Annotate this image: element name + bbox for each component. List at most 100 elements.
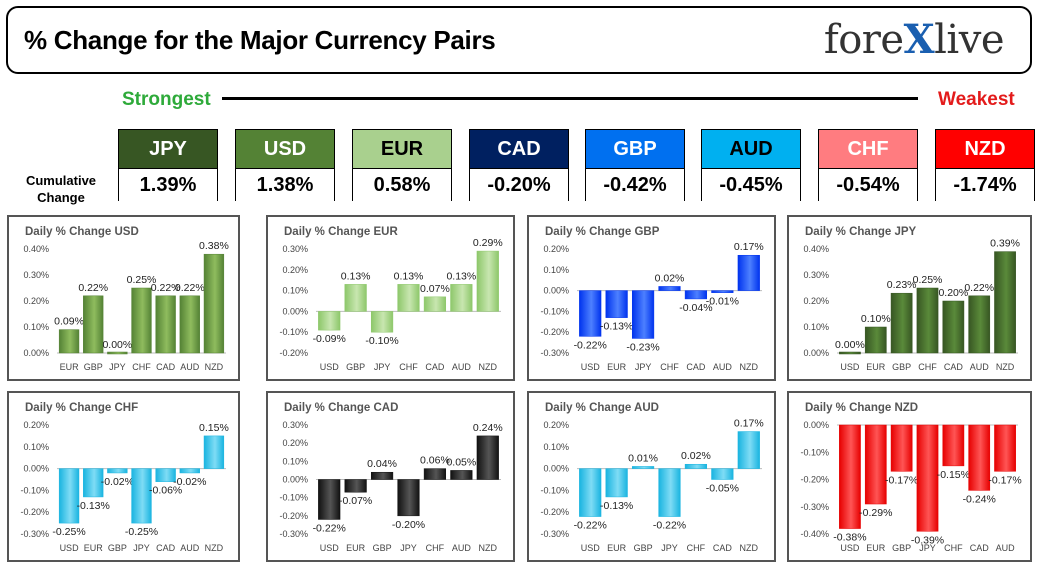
x-tick-label: AUD	[452, 362, 472, 372]
chart-svg: Daily % Change GBP -0.30% -0.20% -0.10% 0.00…	[540, 226, 763, 372]
currency-code: JPY	[119, 130, 217, 169]
x-tick-label: NZD	[479, 543, 498, 553]
currency-cumulative-value: -0.54%	[819, 169, 917, 202]
bar-usd	[839, 351, 861, 355]
data-label: 0.25%	[127, 274, 157, 286]
data-label: -0.02%	[173, 476, 206, 488]
bar-aud	[711, 290, 734, 293]
x-tick-label: EUR	[346, 543, 366, 553]
bar-eur	[605, 468, 628, 498]
data-label: -0.20%	[392, 519, 425, 531]
chart-nzd: Daily % Change NZD -0.40% -0.30% -0.20% -0.1…	[787, 391, 1032, 562]
y-tick-label: -0.40%	[800, 529, 829, 539]
bar-aud	[968, 295, 991, 354]
bar-nzd	[203, 253, 225, 354]
data-label: -0.01%	[706, 296, 739, 308]
currency-cumulative-value: 1.39%	[119, 169, 217, 202]
bar-usd	[579, 468, 602, 517]
data-label: 0.00%	[102, 339, 132, 351]
currency-code: GBP	[586, 130, 684, 169]
x-tick-label: CAD	[970, 543, 990, 553]
bar-nzd	[476, 435, 499, 480]
x-tick-label: JPY	[919, 543, 936, 553]
bar-cad	[423, 296, 447, 312]
x-tick-label: EUR	[866, 543, 886, 553]
x-tick-label: CHF	[426, 543, 445, 553]
x-tick-label: JPY	[133, 543, 150, 553]
y-tick-label: 0.20%	[803, 296, 829, 306]
data-label: -0.39%	[911, 534, 944, 546]
x-tick-label: NZD	[205, 543, 224, 553]
y-tick-label: 0.30%	[282, 420, 308, 430]
chart-svg: Daily % Change JPY 0.00% 0.10% 0.20% 0.30% 0.…	[803, 226, 1020, 372]
chart-title: Daily % Change CAD	[284, 402, 398, 414]
currency-box-gbp: GBP -0.42%	[585, 129, 685, 202]
data-label: -0.02%	[101, 476, 134, 488]
data-label: 0.22%	[964, 282, 994, 294]
bar-chf	[131, 287, 152, 354]
data-label: 0.24%	[473, 422, 503, 434]
x-tick-label: GBP	[892, 362, 911, 372]
bar-usd	[839, 424, 861, 529]
currency-cumulative-value: -1.74%	[936, 169, 1034, 202]
bar-cad	[942, 300, 965, 354]
x-tick-label: CAD	[156, 362, 176, 372]
x-tick-label: EUR	[60, 362, 80, 372]
y-tick-label: 0.20%	[23, 296, 49, 306]
y-tick-label: -0.10%	[279, 327, 308, 337]
bar-gbp	[631, 466, 655, 469]
currency-cumulative-value: -0.20%	[470, 169, 568, 202]
y-tick-label: 0.00%	[543, 464, 569, 474]
x-tick-label: CHF	[399, 362, 418, 372]
data-label: 0.23%	[887, 279, 917, 291]
data-label: -0.05%	[706, 483, 739, 495]
bar-eur	[83, 468, 104, 498]
y-tick-label: 0.20%	[23, 420, 49, 430]
x-tick-label: EUR	[607, 543, 627, 553]
data-label: 0.22%	[151, 282, 181, 294]
bar-nzd	[203, 435, 225, 469]
data-label: -0.09%	[313, 333, 346, 345]
chart-title: Daily % Change CHF	[25, 402, 138, 414]
x-tick-label: GBP	[634, 543, 653, 553]
currency-code: CHF	[819, 130, 917, 169]
x-tick-label: USD	[581, 543, 601, 553]
chart-title: Daily % Change JPY	[805, 226, 917, 238]
x-tick-label: GBP	[892, 543, 911, 553]
bar-gbp	[370, 471, 394, 480]
currency-box-nzd: NZD -1.74%	[935, 129, 1035, 202]
forexlive-logo: foreXlive	[823, 16, 1005, 63]
data-label: 0.39%	[990, 238, 1020, 250]
currency-cumulative-value: 1.38%	[236, 169, 334, 202]
data-label: 0.04%	[367, 458, 397, 470]
x-tick-label: NZD	[740, 543, 759, 553]
currency-box-eur: EUR 0.58%	[352, 129, 452, 202]
x-tick-label: GBP	[84, 362, 103, 372]
data-label: 0.17%	[734, 418, 764, 430]
x-tick-label: GBP	[373, 543, 392, 553]
bar-cad	[684, 290, 708, 300]
currency-code: USD	[236, 130, 334, 169]
bar-nzd	[476, 250, 499, 312]
bar-usd	[58, 468, 80, 524]
x-tick-label: USD	[581, 362, 601, 372]
y-tick-label: 0.30%	[803, 270, 829, 280]
x-tick-label: CHF	[944, 543, 963, 553]
data-label: -0.04%	[679, 302, 712, 314]
bar-nzd	[737, 431, 760, 469]
data-label: -0.13%	[600, 321, 633, 333]
x-tick-label: NZD	[205, 362, 224, 372]
data-label: 0.02%	[681, 450, 711, 462]
y-tick-label: -0.30%	[800, 502, 829, 512]
y-tick-label: -0.10%	[540, 485, 569, 495]
x-tick-label: JPY	[661, 543, 678, 553]
y-tick-label: 0.10%	[282, 286, 308, 296]
y-tick-label: 0.00%	[282, 475, 308, 485]
bar-gbp	[890, 292, 913, 354]
bar-chf	[942, 424, 965, 467]
x-tick-label: AUD	[996, 543, 1016, 553]
bar-jpy	[131, 468, 152, 524]
chart-svg: Daily % Change EUR -0.20% -0.10% 0.00% 0.10%…	[279, 226, 502, 372]
data-label: 0.02%	[655, 272, 685, 284]
x-tick-label: NZD	[479, 362, 498, 372]
